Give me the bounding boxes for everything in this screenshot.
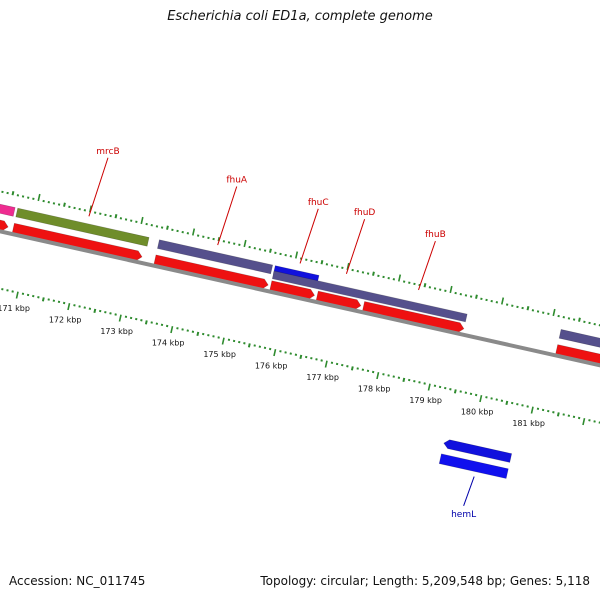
outer-tick: [114, 214, 118, 219]
outer-tick: [243, 239, 247, 248]
tick-labels: 171 kbp 172 kbp 173 kbp 174 kbp 175 kbp 176 k…: [0, 304, 545, 428]
inner-tick: [273, 349, 277, 357]
feature-cds-red: [315, 290, 362, 310]
genome-summary-text: Topology: circular; Length: 5,209,548 bp…: [260, 574, 590, 588]
feature-tracks: [0, 203, 600, 479]
inner-tick: [453, 389, 457, 394]
gene-label-hemL: hemL: [451, 510, 476, 520]
inner-tick: [427, 383, 431, 391]
gene-label-fhuA: fhuA: [226, 176, 248, 186]
leader-line: [217, 186, 238, 246]
tick-label-172: 172 kbp: [49, 316, 82, 325]
outer-tick: [346, 262, 350, 271]
tick-label-174: 174 kbp: [152, 339, 185, 348]
inner-tick: [505, 400, 509, 406]
tick-label-176: 176 kbp: [255, 362, 288, 371]
inner-tick: [324, 360, 328, 368]
feature-gene-pink: [0, 203, 16, 217]
leader-line: [345, 219, 366, 274]
inner-tick: [144, 320, 148, 325]
feature-gene-purple: [558, 329, 600, 348]
inner-tick: [299, 354, 303, 360]
tick-label-181: 181 kbp: [512, 419, 545, 428]
inner-tick: [376, 372, 380, 380]
leader-line: [299, 208, 319, 264]
outer-tick: [192, 228, 196, 236]
accession-text: Accession: NC_011745: [9, 574, 146, 588]
inner-tick: [402, 377, 406, 383]
diagram-title: Escherichia coli ED1a, complete genome: [167, 9, 433, 24]
inner-tick: [350, 366, 354, 371]
feature-cds-blue: [438, 453, 509, 479]
feature-cds-red: [11, 222, 143, 261]
outer-tick: [423, 283, 427, 288]
inner-tick: [118, 314, 122, 322]
gene-label-fhuC: fhuC: [308, 198, 329, 208]
outer-tick: [578, 317, 581, 322]
inner-tick: [15, 291, 19, 299]
inner-tick: [196, 331, 200, 337]
outer-tick: [552, 308, 556, 317]
leader-line: [418, 240, 436, 291]
outer-tick: [140, 216, 144, 225]
feature-cds-red: [555, 344, 600, 365]
tick-label-173: 173 kbp: [100, 327, 133, 336]
outer-tick: [320, 260, 324, 265]
outer-tick: [295, 251, 299, 259]
inner-tick: [170, 326, 174, 334]
gene-label-fhuB: fhuB: [425, 230, 446, 240]
inner-tick: [221, 337, 225, 345]
feature-gene-green: [15, 207, 150, 247]
genome-backbone: [0, 229, 600, 368]
inner-tick: [582, 418, 586, 426]
outer-tick: [449, 285, 453, 294]
feature-gene-blue: [443, 439, 513, 463]
inner-tick: [530, 406, 534, 414]
tick-label-177: 177 kbp: [306, 373, 339, 382]
gene-label-fhuD: fhuD: [354, 208, 376, 218]
inner-tick-ring: [1, 288, 600, 426]
outer-tick-ring: [1, 190, 600, 327]
feature-cds-red: [153, 254, 269, 290]
tick-label-175: 175 kbp: [203, 350, 236, 359]
inner-tick: [247, 343, 251, 348]
inner-tick: [556, 412, 560, 417]
outer-tick: [37, 193, 41, 202]
outer-tick: [501, 297, 505, 305]
outer-tick: [11, 191, 15, 196]
outer-tick: [269, 248, 272, 253]
tick-label-179: 179 kbp: [409, 396, 442, 405]
inner-tick: [67, 303, 71, 311]
feature-cds-red: [0, 219, 9, 232]
inner-tick: [93, 308, 97, 314]
gene-label-mrcB: mrcB: [96, 147, 119, 157]
gene-labels: mrcB fhuA fhuC fhuD fhuB hemL: [88, 147, 476, 520]
feature-gene-purple: [271, 270, 468, 323]
outer-tick: [63, 202, 66, 207]
feature-gene-purple: [157, 239, 274, 275]
outer-tick: [526, 306, 530, 311]
feature-cds-red: [362, 301, 465, 333]
outer-tick: [372, 271, 375, 276]
outer-tick: [166, 225, 169, 230]
inner-tick: [479, 395, 483, 403]
feature-cds-red: [269, 280, 315, 300]
outer-tick: [398, 274, 402, 282]
inner-tick: [41, 297, 45, 302]
leader-line: [463, 476, 475, 506]
tick-label-178: 178 kbp: [358, 385, 391, 394]
tick-label-171: 171 kbp: [0, 304, 30, 313]
leader-line: [88, 157, 109, 217]
outer-tick: [475, 294, 478, 299]
tick-label-180: 180 kbp: [461, 408, 494, 417]
